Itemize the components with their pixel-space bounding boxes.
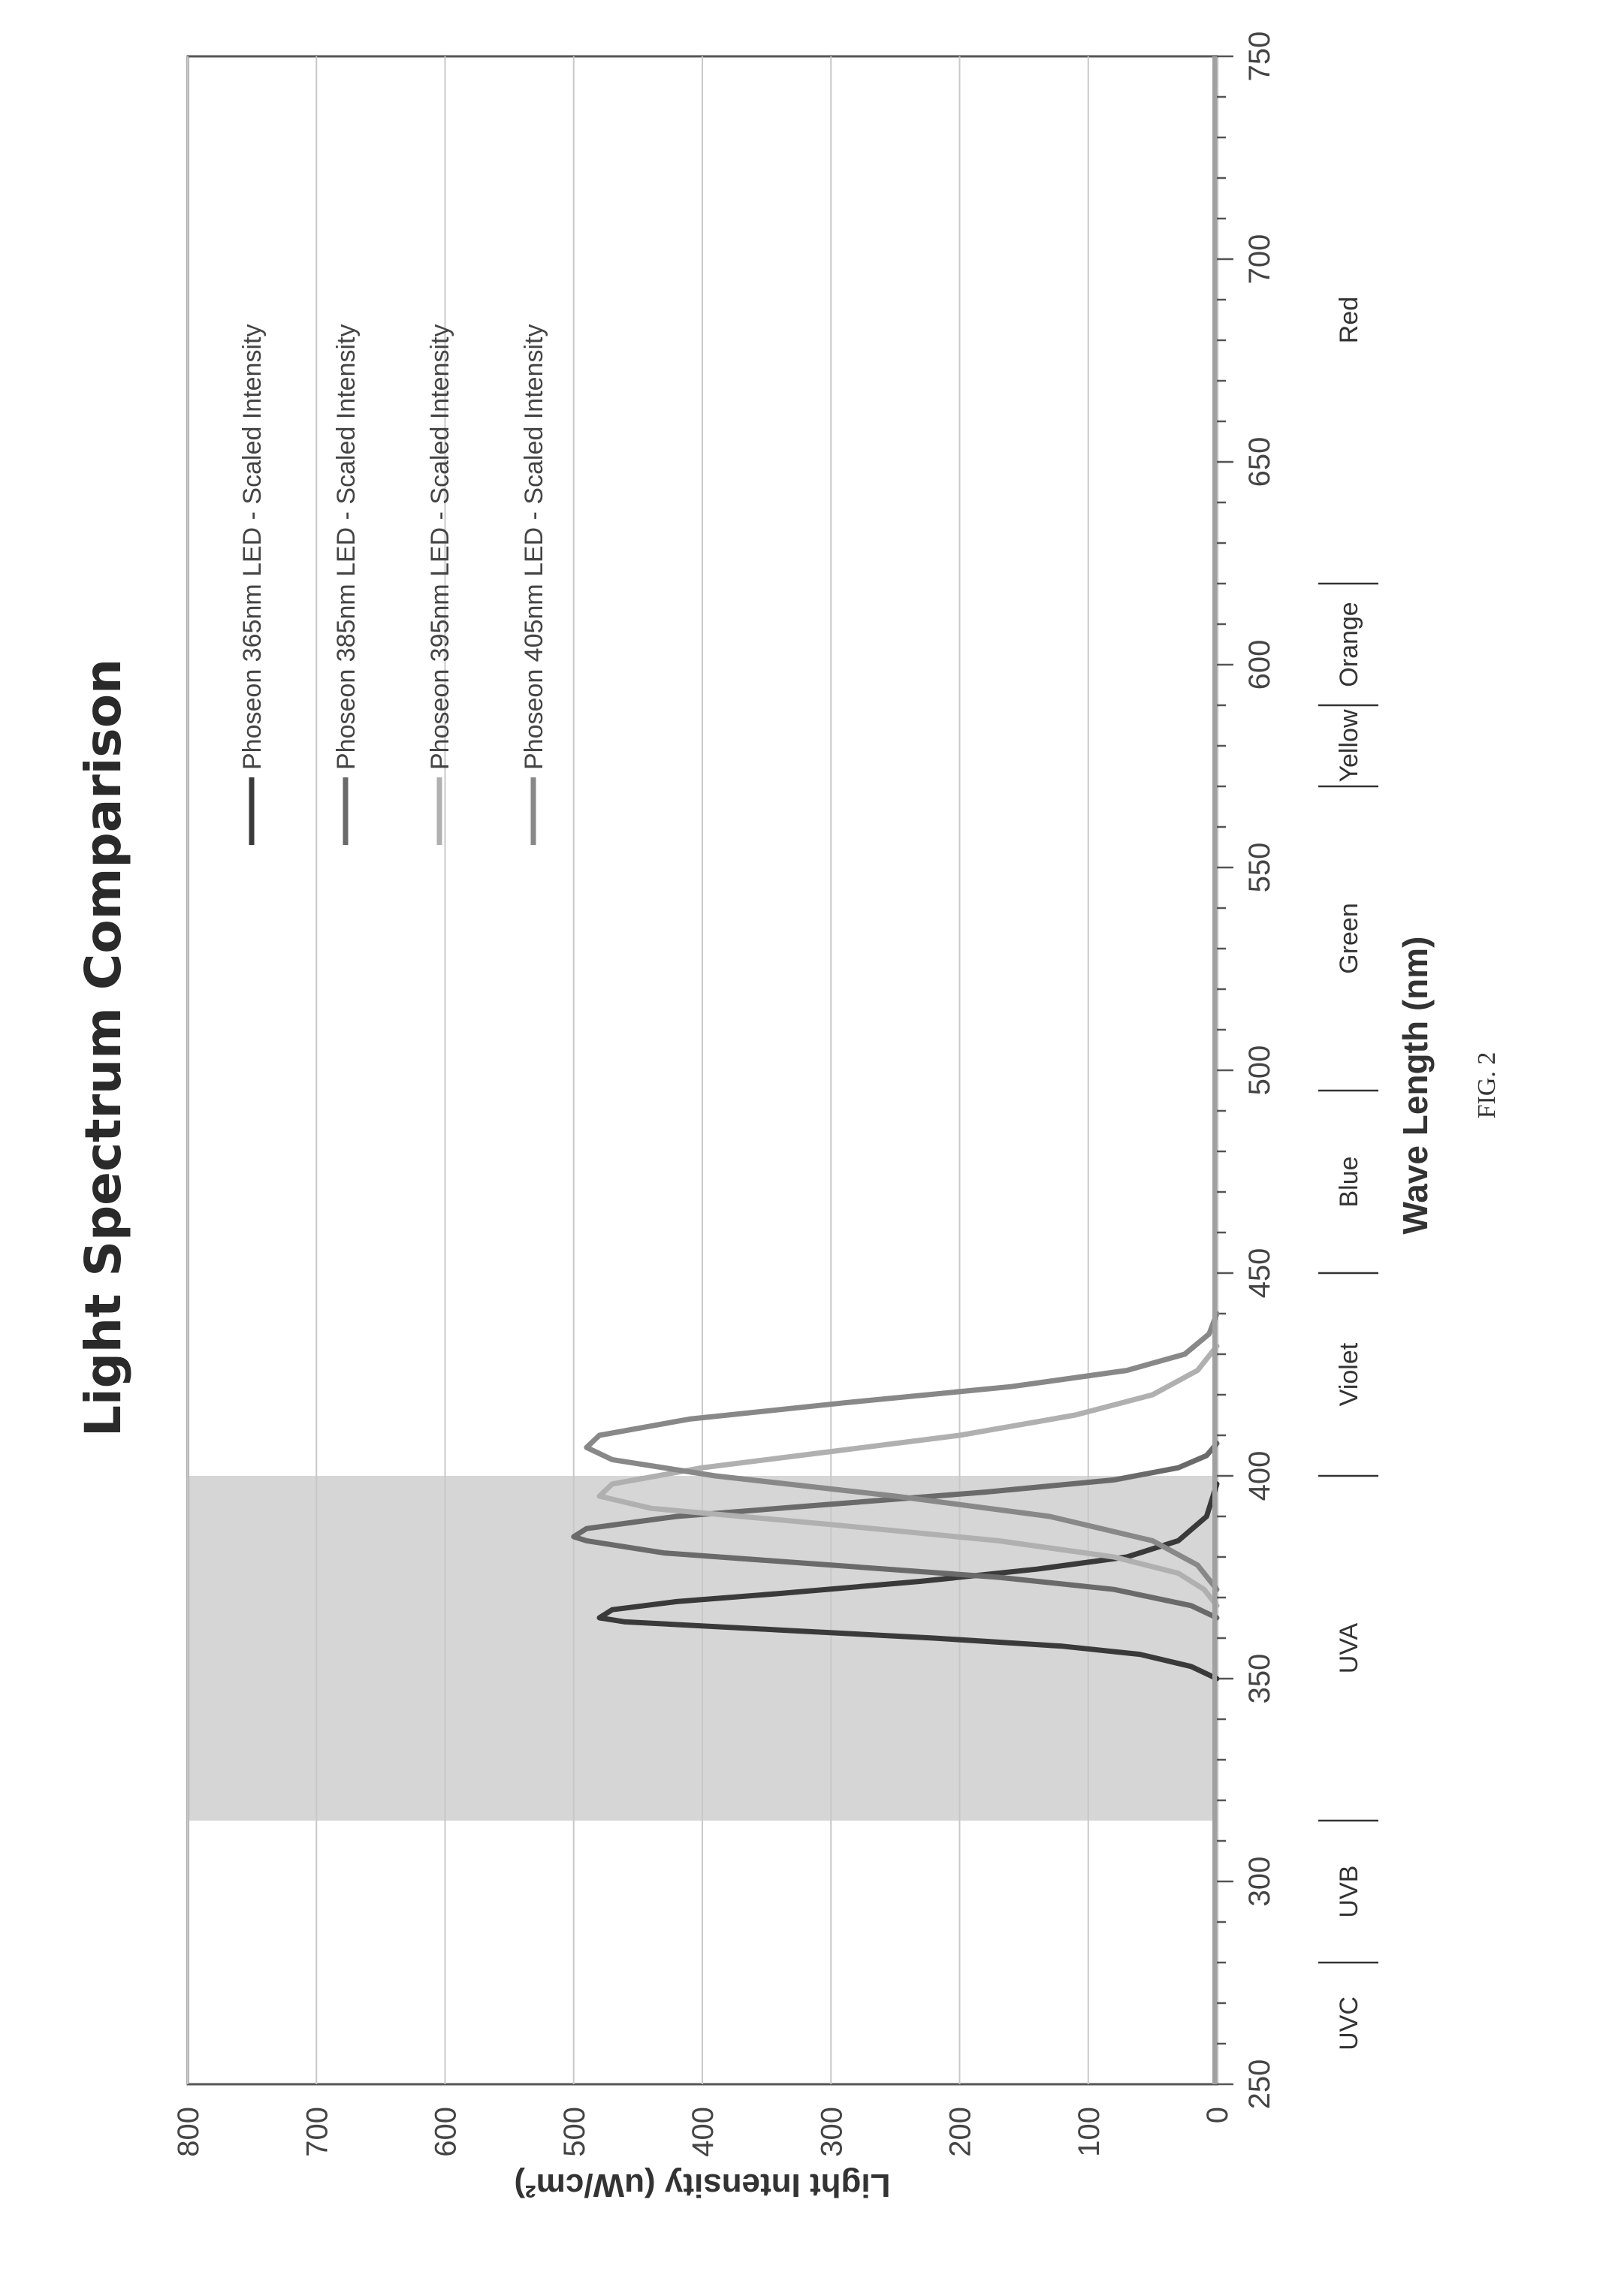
y-tick-label: 200 [944, 2107, 977, 2157]
band-label: UVB [1335, 1866, 1363, 1918]
band-label: Green [1335, 903, 1363, 974]
chart-title: Light Spectrum Comparison [74, 659, 132, 1437]
y-tick-label: 500 [558, 2107, 591, 2157]
x-tick-label: 400 [1243, 1451, 1276, 1501]
spectral-bands: UVC UVB UVA Violet Blue Green Yellow Orange Red [1318, 297, 1378, 2050]
x-tick-label: 700 [1243, 234, 1276, 285]
band-label: UVA [1335, 1622, 1363, 1673]
legend-entry: Phoseon 365nm LED - Scaled Intensity [238, 324, 267, 770]
x-tick-label: 600 [1243, 640, 1276, 690]
series-lines [571, 56, 1220, 2084]
legend: Phoseon 365nm LED - Scaled Intensity Phos… [238, 324, 548, 845]
y-axis-label: Light Intensity (uW/cm²) [514, 2167, 890, 2204]
legend-entry: Phoseon 405nm LED - Scaled Intensity [520, 324, 548, 770]
x-tick-label: 750 [1243, 32, 1276, 82]
y-tick-label: 100 [1073, 2107, 1106, 2157]
y-tick-label: 800 [172, 2107, 205, 2157]
figure-caption: FIG. 2 [1473, 1052, 1501, 1119]
band-label: Violet [1335, 1342, 1363, 1406]
series-line [596, 1343, 1220, 1609]
y-tick-label: 0 [1201, 2107, 1234, 2123]
y-axis-ticks: 0 100 200 300 400 500 600 700 800 [172, 2107, 1234, 2157]
x-tick-label: 650 [1243, 437, 1276, 487]
series-line [571, 1441, 1220, 1621]
x-tick-label: 500 [1243, 1045, 1276, 1096]
band-label: Red [1335, 297, 1363, 343]
x-tick-label: 250 [1243, 2059, 1276, 2110]
x-axis-ticks: 250 300 350 400 450 500 550 600 650 700 750 [1217, 32, 1276, 2110]
series-line [584, 1311, 1220, 1592]
x-axis-label: Wave Length (nm) [1396, 937, 1435, 1235]
x-tick-label: 550 [1243, 843, 1276, 893]
y-tick-label: 300 [815, 2107, 848, 2157]
y-tick-label: 700 [300, 2107, 334, 2157]
y-tick-label: 400 [687, 2107, 720, 2157]
chart-rotated-group: 250 300 350 400 450 500 550 600 650 700 750 0 100 20… [74, 32, 1501, 2204]
band-label: Yellow [1335, 709, 1363, 782]
x-tick-label: 450 [1243, 1248, 1276, 1299]
band-label: Orange [1335, 602, 1363, 686]
band-label: UVC [1335, 1996, 1363, 2050]
legend-entry: Phoseon 395nm LED - Scaled Intensity [426, 324, 454, 770]
series-line [596, 1481, 1220, 1682]
x-tick-label: 300 [1243, 1857, 1276, 1907]
x-tick-label: 350 [1243, 1654, 1276, 1704]
band-label: Blue [1335, 1156, 1363, 1207]
legend-entry: Phoseon 385nm LED - Scaled Intensity [332, 324, 361, 770]
y-tick-label: 600 [430, 2107, 463, 2157]
